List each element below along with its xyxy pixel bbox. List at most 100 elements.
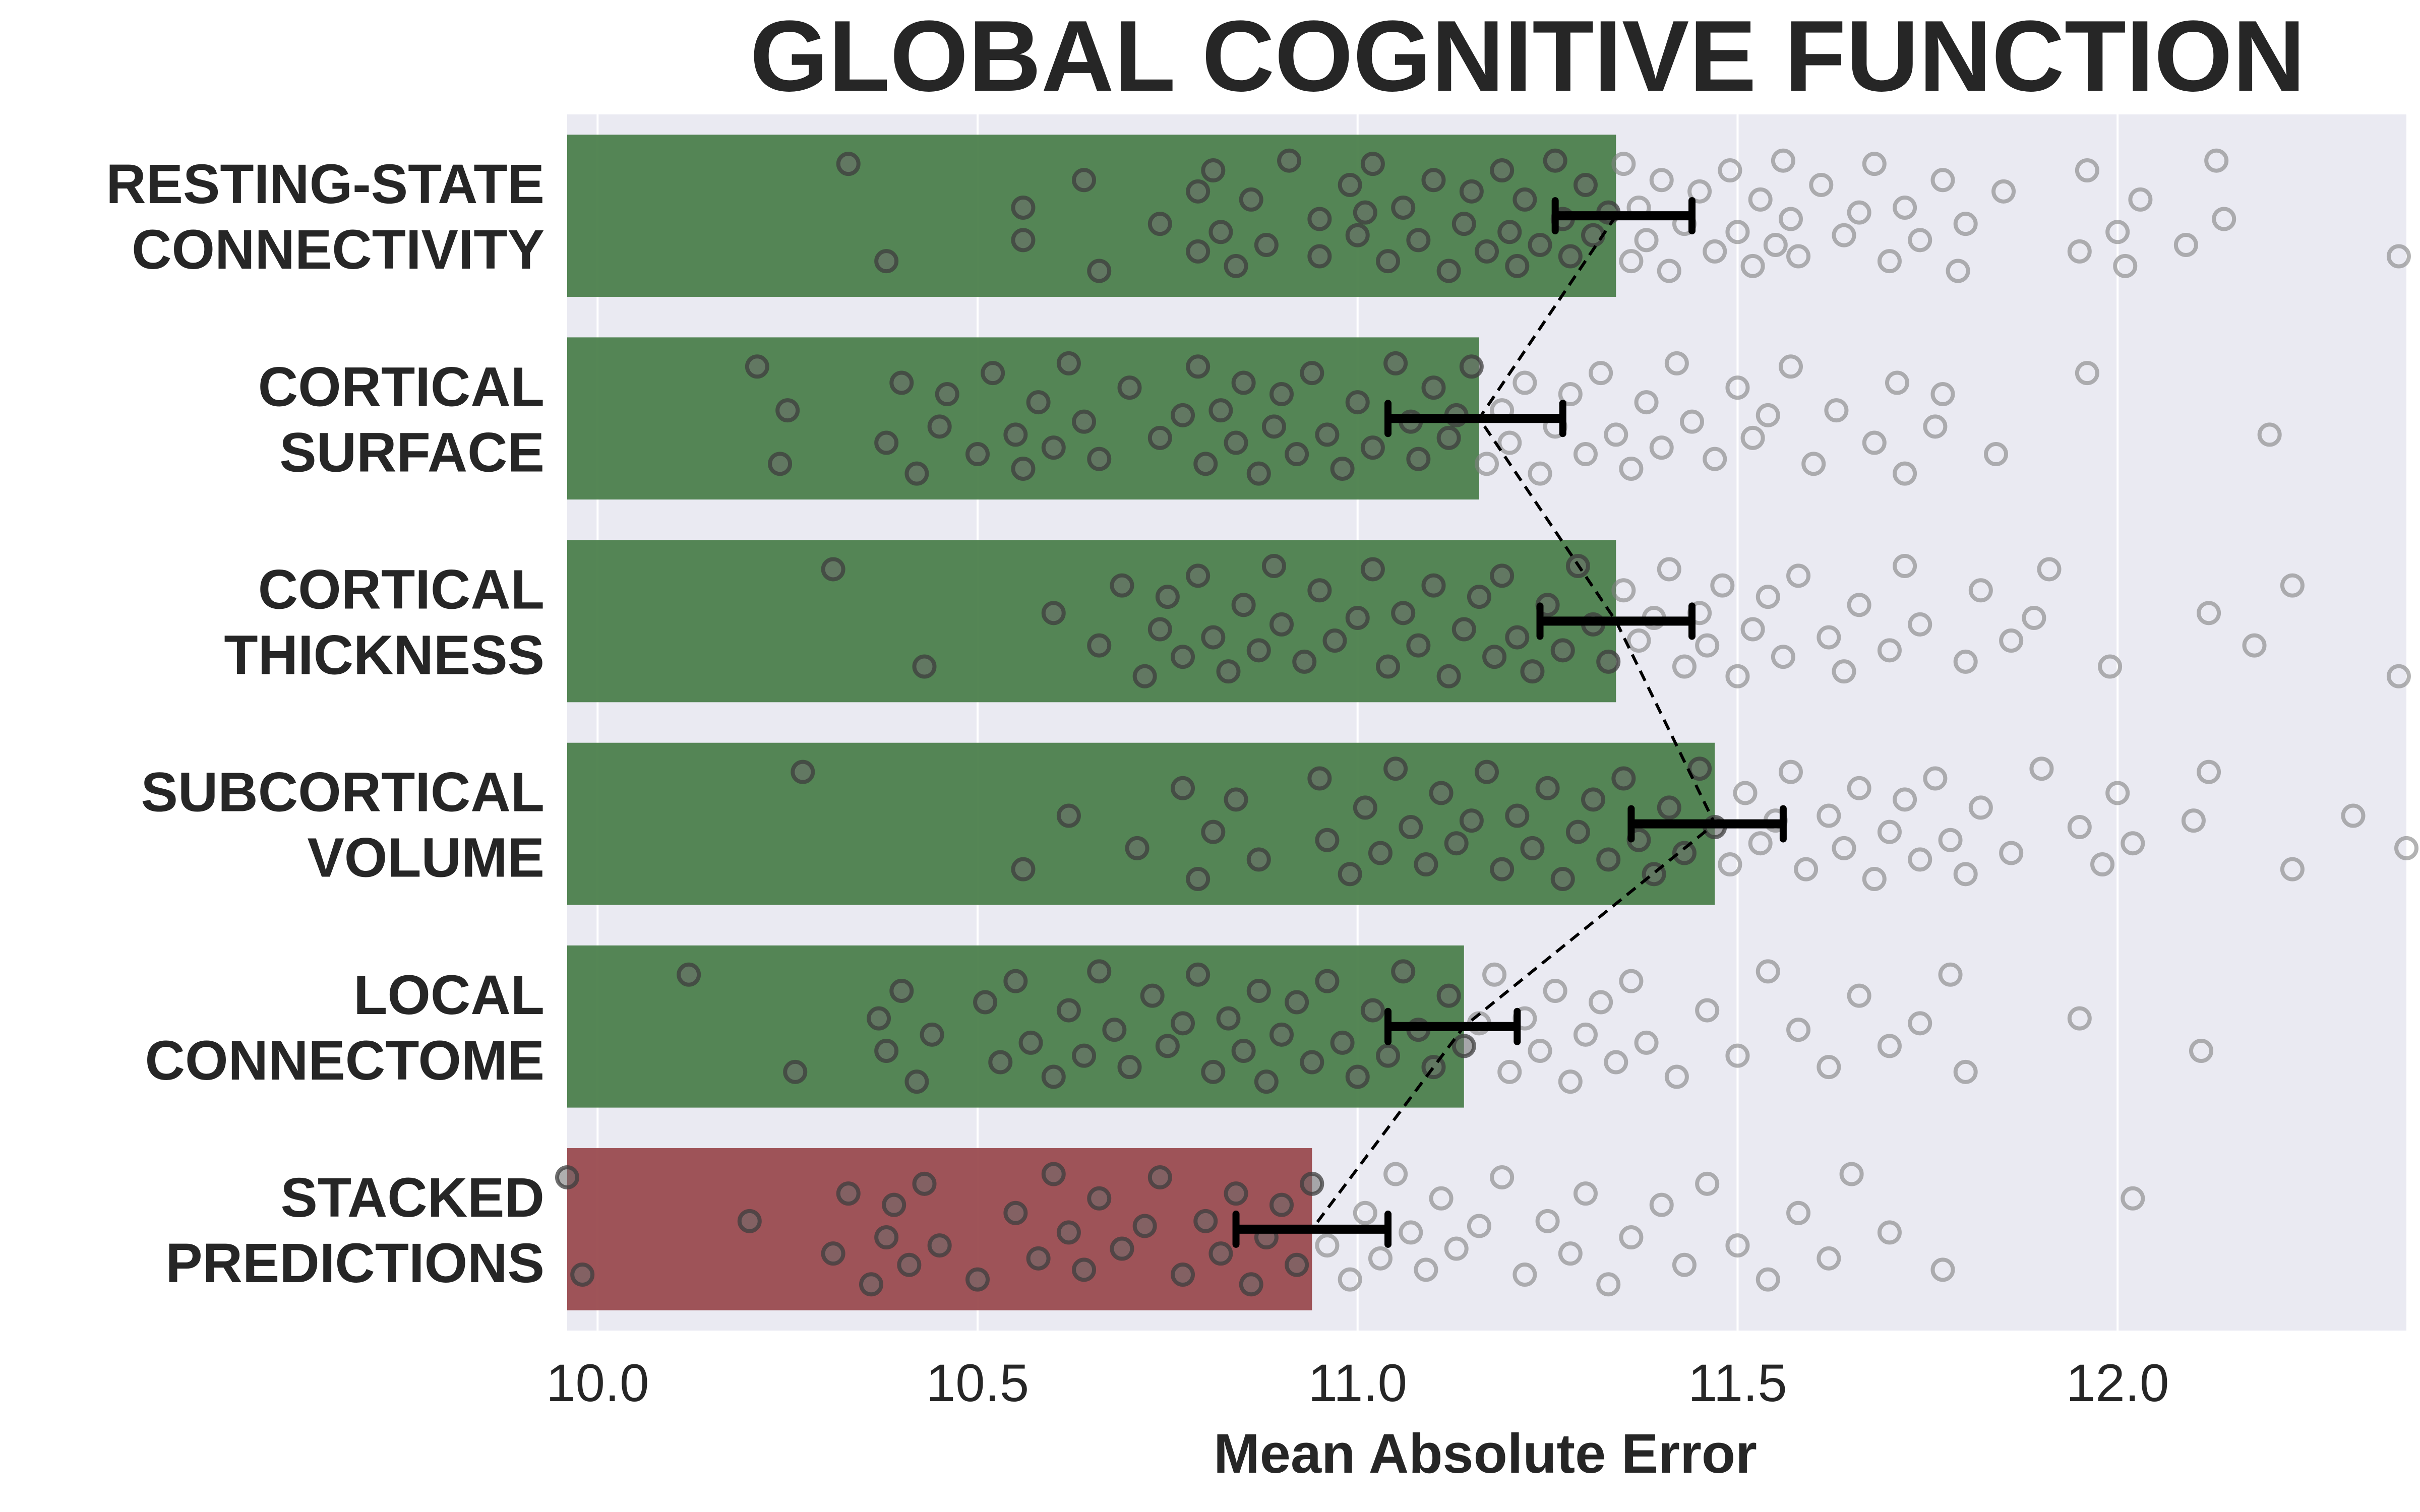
point-0-73 bbox=[2173, 232, 2198, 257]
point-0-4 bbox=[1072, 168, 1097, 193]
point-4-22 bbox=[1216, 1006, 1241, 1031]
point-0-69 bbox=[2075, 158, 2099, 182]
point-0-0 bbox=[836, 152, 861, 176]
point-0-23 bbox=[1406, 228, 1431, 253]
point-1-70 bbox=[2257, 422, 2282, 447]
point-3-15 bbox=[1399, 815, 1423, 840]
point-2-16 bbox=[1292, 649, 1317, 674]
point-1-0 bbox=[745, 354, 769, 379]
point-2-27 bbox=[1467, 585, 1491, 609]
point-0-10 bbox=[1208, 220, 1233, 244]
category-label-2-line-0: CORTICAL bbox=[258, 558, 544, 620]
point-0-36 bbox=[1558, 244, 1583, 269]
point-5-36 bbox=[1414, 1257, 1438, 1282]
point-4-28 bbox=[1300, 1050, 1324, 1075]
point-1-40 bbox=[1459, 354, 1484, 379]
point-0-67 bbox=[1991, 179, 2016, 204]
point-4-41 bbox=[1497, 1059, 1522, 1084]
point-0-8 bbox=[1186, 239, 1211, 264]
point-3-52 bbox=[1968, 795, 1993, 820]
point-3-7 bbox=[1224, 787, 1248, 812]
point-3-2 bbox=[1056, 803, 1081, 828]
point-4-31 bbox=[1345, 1064, 1370, 1089]
plot-area bbox=[567, 114, 2406, 1331]
point-1-65 bbox=[1893, 461, 1917, 486]
point-1-38 bbox=[1436, 425, 1461, 450]
point-0-16 bbox=[1307, 244, 1332, 269]
point-2-21 bbox=[1376, 654, 1401, 679]
point-0-72 bbox=[2128, 187, 2153, 212]
point-0-33 bbox=[1528, 232, 1552, 257]
point-3-28 bbox=[1596, 847, 1621, 872]
point-5-21 bbox=[1171, 1263, 1195, 1287]
point-4-48 bbox=[1604, 1050, 1628, 1075]
point-3-10 bbox=[1315, 828, 1340, 852]
bar-3 bbox=[567, 742, 1715, 905]
point-2-10 bbox=[1201, 625, 1226, 650]
point-5-48 bbox=[1672, 1252, 1697, 1277]
point-0-56 bbox=[1786, 244, 1811, 269]
point-5-2 bbox=[737, 1209, 762, 1233]
point-2-29 bbox=[1490, 563, 1515, 588]
point-1-68 bbox=[1983, 442, 2008, 467]
point-1-58 bbox=[1740, 425, 1765, 450]
point-3-55 bbox=[2067, 815, 2092, 840]
point-5-32 bbox=[1353, 1201, 1377, 1225]
point-0-19 bbox=[1353, 200, 1377, 225]
point-3-47 bbox=[1893, 787, 1917, 812]
point-1-27 bbox=[1269, 382, 1294, 406]
point-3-4 bbox=[1171, 776, 1195, 800]
point-1-15 bbox=[1072, 409, 1097, 434]
point-1-34 bbox=[1383, 351, 1408, 375]
point-1-43 bbox=[1497, 430, 1522, 455]
point-4-11 bbox=[1041, 1064, 1066, 1089]
point-0-62 bbox=[1893, 195, 1917, 220]
x-tick-0: 10.0 bbox=[546, 1354, 649, 1413]
point-0-12 bbox=[1239, 187, 1263, 212]
point-2-6 bbox=[1147, 617, 1172, 642]
point-0-49 bbox=[1718, 158, 1742, 182]
point-2-8 bbox=[1171, 645, 1195, 669]
point-4-51 bbox=[1664, 1064, 1689, 1089]
point-2-63 bbox=[2242, 633, 2267, 658]
point-3-49 bbox=[1923, 766, 1948, 791]
point-2-23 bbox=[1406, 633, 1431, 658]
point-5-10 bbox=[927, 1233, 952, 1258]
point-5-27 bbox=[1269, 1192, 1294, 1217]
point-1-23 bbox=[1224, 430, 1248, 455]
point-3-57 bbox=[2105, 781, 2130, 805]
point-0-55 bbox=[1778, 207, 1803, 231]
point-0-30 bbox=[1497, 220, 1522, 244]
point-0-24 bbox=[1421, 168, 1446, 193]
point-2-12 bbox=[1231, 593, 1256, 617]
connector-line bbox=[1310, 215, 1717, 1230]
point-1-8 bbox=[965, 442, 990, 467]
point-5-38 bbox=[1444, 1236, 1469, 1261]
bars bbox=[567, 135, 1715, 1310]
point-0-60 bbox=[1862, 152, 1887, 176]
point-0-38 bbox=[1581, 223, 1606, 247]
point-0-17 bbox=[1338, 172, 1362, 197]
point-4-58 bbox=[1877, 1034, 1902, 1058]
point-4-3 bbox=[874, 1039, 899, 1063]
point-5-6 bbox=[874, 1225, 899, 1250]
point-3-48 bbox=[1908, 847, 1932, 872]
point-5-47 bbox=[1649, 1192, 1674, 1217]
point-0-31 bbox=[1505, 254, 1530, 278]
point-3-56 bbox=[2090, 852, 2115, 877]
point-4-47 bbox=[1589, 990, 1613, 1015]
point-0-48 bbox=[1703, 239, 1727, 264]
point-5-1 bbox=[570, 1263, 595, 1287]
point-1-51 bbox=[1619, 456, 1644, 481]
point-1-12 bbox=[1026, 390, 1051, 415]
point-4-20 bbox=[1186, 962, 1211, 987]
point-3-58 bbox=[2121, 831, 2145, 856]
point-3-22 bbox=[1505, 803, 1530, 828]
point-3-25 bbox=[1550, 866, 1575, 891]
point-4-21 bbox=[1201, 1059, 1226, 1084]
point-2-2 bbox=[1041, 601, 1066, 625]
point-3-12 bbox=[1353, 795, 1377, 820]
point-4-33 bbox=[1376, 1043, 1401, 1068]
point-0-74 bbox=[2204, 148, 2229, 173]
point-4-63 bbox=[2189, 1039, 2213, 1063]
